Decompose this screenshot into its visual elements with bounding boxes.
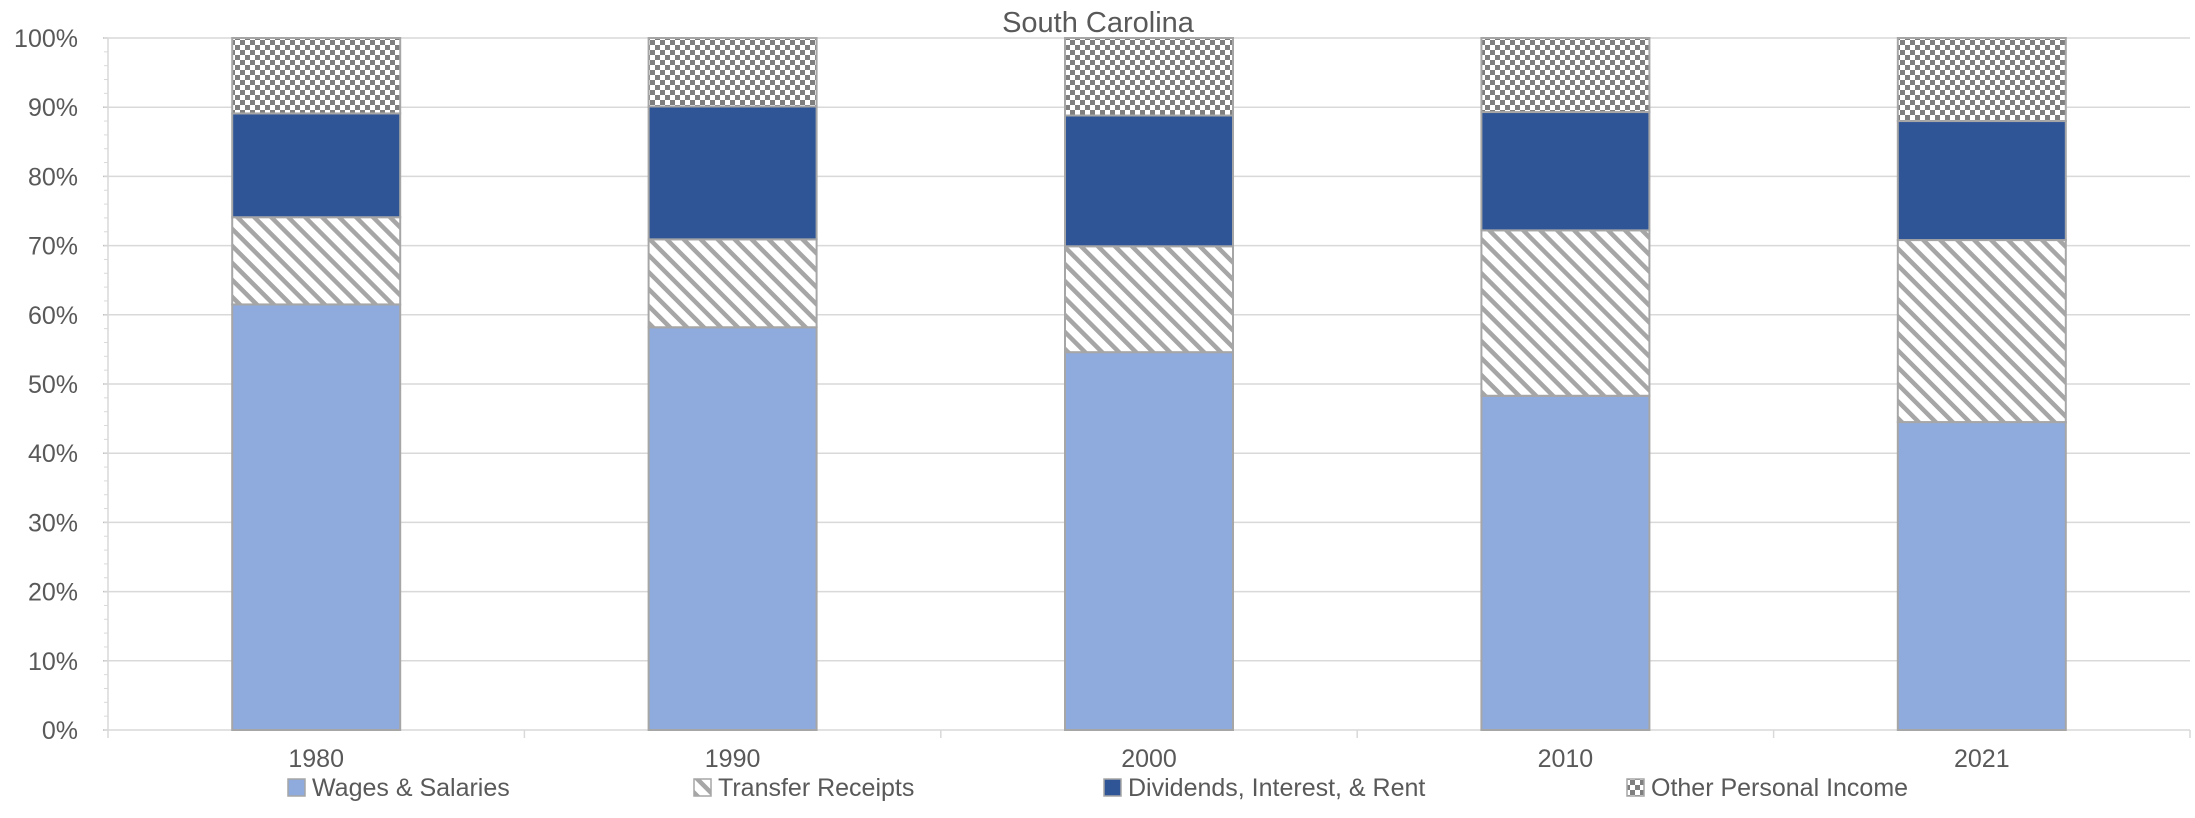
bar-segment [231,303,402,731]
legend-swatch [1103,778,1122,797]
bar-segment [1896,421,2067,731]
chart-title: South Carolina [1002,7,1195,39]
x-tick-label: 1990 [705,745,761,773]
bar-segment [1480,394,1651,731]
legend-item: Dividends, Interest, & Rent [1103,774,1425,802]
x-tick-label: 2010 [1538,745,1594,773]
y-tick-label: 70% [28,233,78,261]
legend-item: Other Personal Income [1626,774,1908,802]
y-tick-label: 100% [14,25,78,53]
bar-segment [1064,37,1234,117]
bar-segment [1896,239,2067,424]
legend-swatch [693,778,712,797]
legend-swatch [287,778,306,797]
y-tick-label: 90% [28,94,78,122]
y-tick-label: 20% [28,579,78,607]
bar-segment [1480,37,1651,114]
bar-segment [1896,37,2067,123]
legend-label: Wages & Salaries [312,774,510,802]
y-tick-label: 10% [28,648,78,676]
y-tick-label: 60% [28,302,78,330]
legend-swatch [1626,778,1645,797]
bar-segment [647,105,818,241]
bar-segment [231,112,402,219]
y-tick-label: 80% [28,163,78,191]
bar-segment [1480,229,1651,397]
bar-segment [647,37,818,108]
legend-item: Wages & Salaries [287,774,510,802]
bar-segment [1896,120,2067,242]
bar-segment [647,326,818,731]
x-tick-labels: 1980 1990 2000 2010 2021 [288,745,2009,773]
legend-label: Dividends, Interest, & Rent [1128,774,1425,802]
bar-segment [1064,351,1234,731]
bars [231,37,2067,731]
legend-label: Other Personal Income [1651,774,1908,802]
legend: Wages & Salaries Transfer Receipts Dividen… [287,774,1908,802]
bar-segment [647,238,818,329]
x-tick-label: 1980 [288,745,344,773]
bar-segment [1064,114,1234,248]
y-tick-label: 40% [28,440,78,468]
y-tick-label: 50% [28,371,78,399]
bar-segment [1480,111,1651,232]
legend-item: Transfer Receipts [693,774,914,802]
bar-segment [1064,245,1234,354]
x-tick-label: 2000 [1121,745,1177,773]
x-tick-label: 2021 [1954,745,2010,773]
y-tick-label: 0% [42,717,78,745]
gridlines: 0% 10% 20% 30% 40% 50% 60% 70% 80% 90% 100% [14,25,2190,745]
y-tick-label: 30% [28,509,78,537]
legend-label: Transfer Receipts [718,774,914,802]
bar-segment [231,216,402,306]
bar-segment [231,37,402,115]
